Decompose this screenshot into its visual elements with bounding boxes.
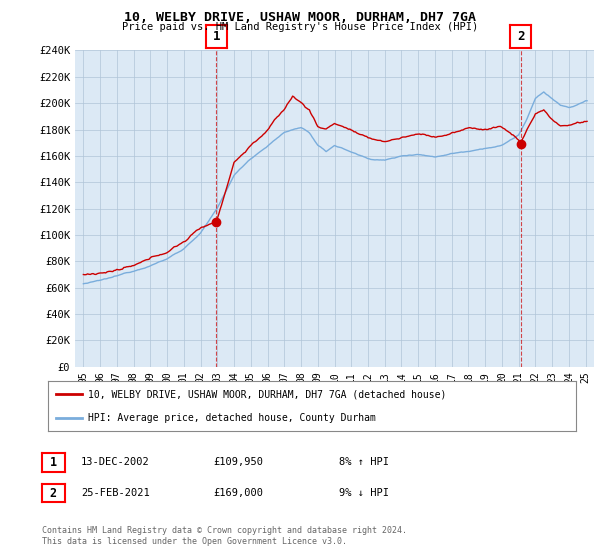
Text: 10, WELBY DRIVE, USHAW MOOR, DURHAM, DH7 7GA: 10, WELBY DRIVE, USHAW MOOR, DURHAM, DH7…	[124, 11, 476, 24]
Text: £109,950: £109,950	[213, 457, 263, 467]
Text: Contains HM Land Registry data © Crown copyright and database right 2024.
This d: Contains HM Land Registry data © Crown c…	[42, 526, 407, 546]
Text: £169,000: £169,000	[213, 488, 263, 498]
Text: 25-FEB-2021: 25-FEB-2021	[81, 488, 150, 498]
Text: 13-DEC-2002: 13-DEC-2002	[81, 457, 150, 467]
Text: 1: 1	[50, 456, 57, 469]
Text: 9% ↓ HPI: 9% ↓ HPI	[339, 488, 389, 498]
Text: 8% ↑ HPI: 8% ↑ HPI	[339, 457, 389, 467]
Text: 2: 2	[517, 30, 524, 43]
Text: HPI: Average price, detached house, County Durham: HPI: Average price, detached house, Coun…	[88, 413, 376, 423]
Text: Price paid vs. HM Land Registry's House Price Index (HPI): Price paid vs. HM Land Registry's House …	[122, 22, 478, 32]
Text: 10, WELBY DRIVE, USHAW MOOR, DURHAM, DH7 7GA (detached house): 10, WELBY DRIVE, USHAW MOOR, DURHAM, DH7…	[88, 389, 446, 399]
Text: 1: 1	[213, 30, 220, 43]
Text: 2: 2	[50, 487, 57, 500]
